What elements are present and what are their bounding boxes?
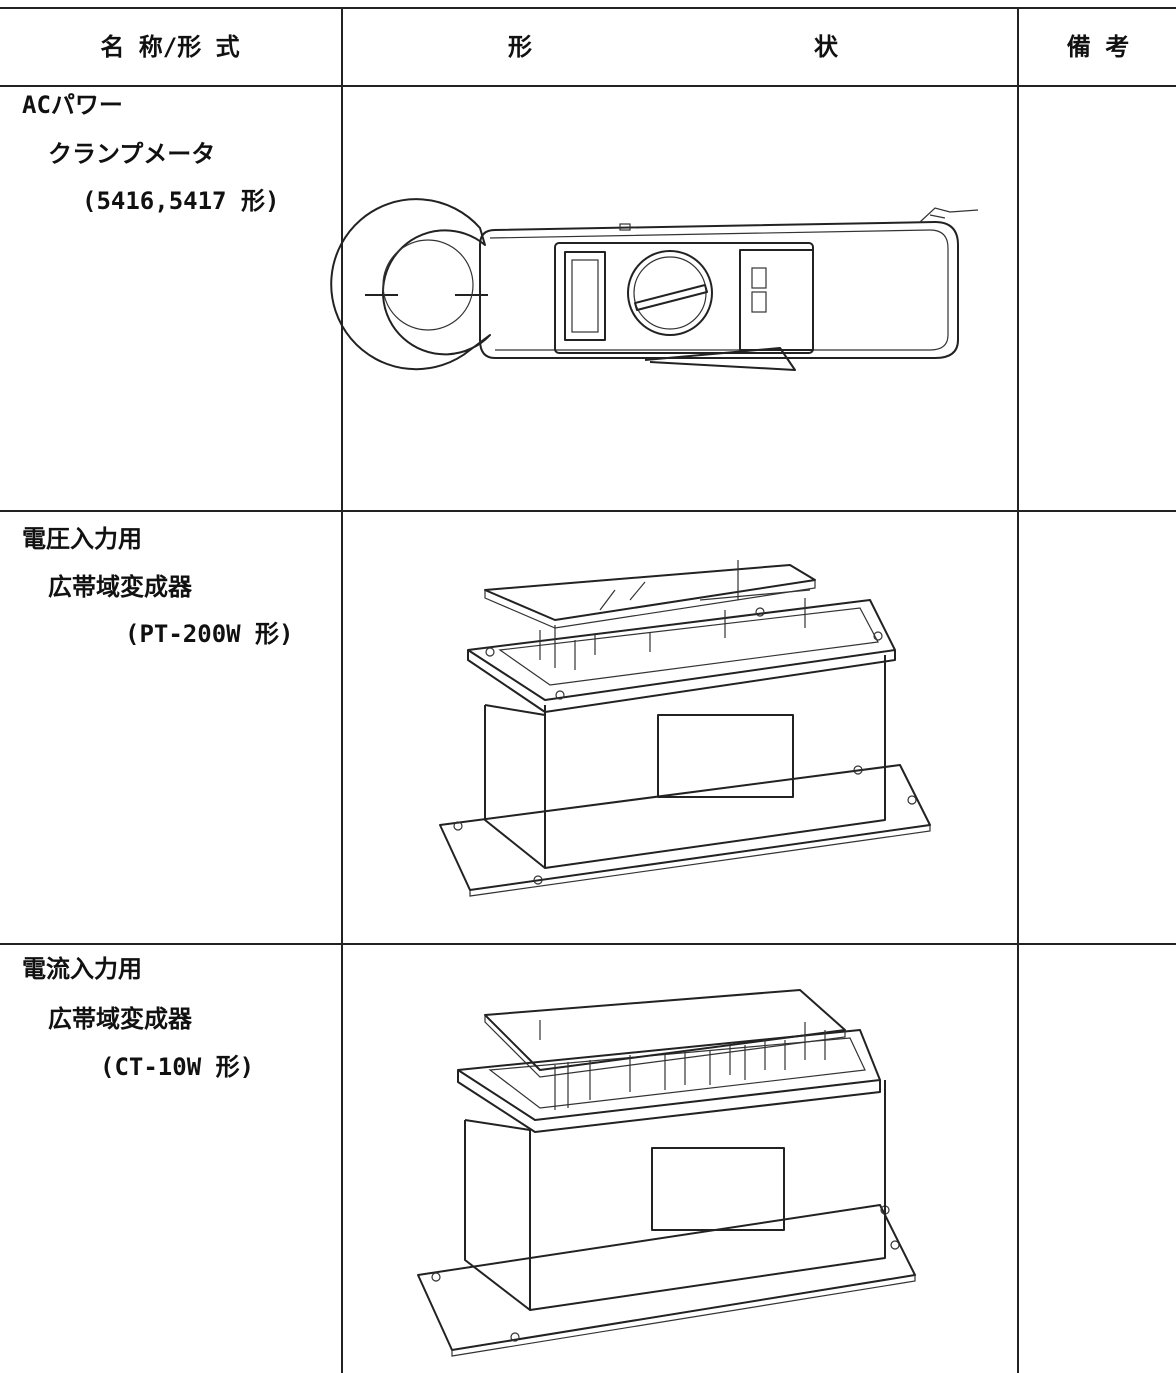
item-model: (CT-10W 形) (100, 1053, 254, 1081)
clamp-meter-drawing (330, 198, 979, 371)
header-remarks: 備 考 (1067, 33, 1129, 61)
ct-transformer-drawing (417, 989, 916, 1357)
item-model: (5416,5417 形) (82, 187, 279, 215)
item-name: 電流入力用 (22, 955, 142, 983)
item-model: (PT-200W 形) (125, 620, 294, 648)
header-name: 名 称/形 式 (100, 33, 239, 61)
item-name: クランプメータ (48, 140, 215, 168)
item-name: 広帯域変成器 (48, 573, 193, 601)
item-name: 電圧入力用 (22, 525, 142, 553)
header-shape: 形 (508, 33, 532, 61)
table-grid (0, 7, 1176, 1373)
header-shape: 状 (814, 33, 839, 61)
item-name: 広帯域変成器 (48, 1005, 193, 1033)
pt-transformer-drawing (439, 560, 931, 897)
item-name: ACパワー (22, 91, 123, 119)
